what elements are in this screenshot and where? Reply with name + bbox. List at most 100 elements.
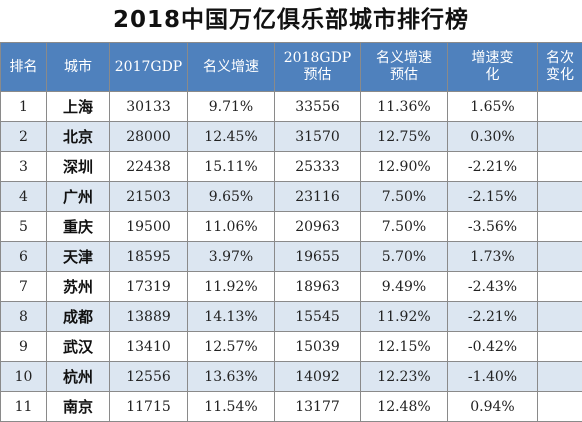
growth-cell: 14.13% — [188, 302, 275, 332]
growth-estimate-cell: 7.50% — [361, 182, 448, 212]
rank-cell: 4 — [1, 182, 47, 212]
growth-estimate-cell: 12.75% — [361, 122, 448, 152]
gdp-2018-estimate-cell: 13177 — [275, 392, 361, 422]
city-cell: 上海 — [47, 92, 110, 122]
growth-change-cell: 1.65% — [448, 92, 538, 122]
growth-estimate-cell: 12.90% — [361, 152, 448, 182]
rank-change-cell — [538, 332, 582, 362]
rank-change-cell — [538, 122, 582, 152]
gdp-2017-cell: 22438 — [110, 152, 188, 182]
gdp-2018-estimate-cell: 18963 — [275, 272, 361, 302]
rank-change-cell — [538, 182, 582, 212]
rank-change-cell — [538, 392, 582, 422]
growth-estimate-cell: 12.23% — [361, 362, 448, 392]
gdp-2017-cell: 17319 — [110, 272, 188, 302]
growth-cell: 11.54% — [188, 392, 275, 422]
header-gdp-2017: 2017GDP — [110, 43, 188, 92]
gdp-2017-cell: 13410 — [110, 332, 188, 362]
gdp-2018-estimate-cell: 25333 — [275, 152, 361, 182]
growth-change-cell: 0.94% — [448, 392, 538, 422]
gdp-2018-estimate-cell: 15039 — [275, 332, 361, 362]
gdp-2018-estimate-cell: 31570 — [275, 122, 361, 152]
growth-cell: 13.63% — [188, 362, 275, 392]
growth-change-cell: -2.21% — [448, 302, 538, 332]
city-cell: 武汉 — [47, 332, 110, 362]
rank-cell: 10 — [1, 362, 47, 392]
gdp-2017-cell: 30133 — [110, 92, 188, 122]
growth-change-cell: 0.30% — [448, 122, 538, 152]
gdp-2018-estimate-cell: 20963 — [275, 212, 361, 242]
city-cell: 天津 — [47, 242, 110, 272]
city-cell: 北京 — [47, 122, 110, 152]
rank-cell: 3 — [1, 152, 47, 182]
gdp-2018-estimate-cell: 33556 — [275, 92, 361, 122]
gdp-2018-estimate-cell: 15545 — [275, 302, 361, 332]
rank-cell: 11 — [1, 392, 47, 422]
growth-cell: 12.57% — [188, 332, 275, 362]
city-cell: 苏州 — [47, 272, 110, 302]
rank-change-cell — [538, 242, 582, 272]
gdp-2017-cell: 28000 — [110, 122, 188, 152]
growth-estimate-cell: 9.49% — [361, 272, 448, 302]
rank-change-cell — [538, 212, 582, 242]
gdp-2018-estimate-cell: 19655 — [275, 242, 361, 272]
rank-change-cell — [538, 362, 582, 392]
header-rank-change: 名次变化 — [538, 43, 582, 92]
city-cell: 南京 — [47, 392, 110, 422]
header-growth-change: 增速变化 — [448, 43, 538, 92]
gdp-2017-cell: 19500 — [110, 212, 188, 242]
gdp-2017-cell: 13889 — [110, 302, 188, 332]
header-city: 城市 — [47, 43, 110, 92]
rank-cell: 1 — [1, 92, 47, 122]
rank-cell: 5 — [1, 212, 47, 242]
growth-cell: 3.97% — [188, 242, 275, 272]
header-rank: 排名 — [1, 43, 47, 92]
city-cell: 深圳 — [47, 152, 110, 182]
growth-change-cell: -0.42% — [448, 332, 538, 362]
rank-cell: 9 — [1, 332, 47, 362]
growth-cell: 15.11% — [188, 152, 275, 182]
gdp-2017-cell: 21503 — [110, 182, 188, 212]
growth-estimate-cell: 11.92% — [361, 302, 448, 332]
growth-cell: 11.06% — [188, 212, 275, 242]
rank-change-cell — [538, 302, 582, 332]
growth-estimate-cell: 12.48% — [361, 392, 448, 422]
gdp-2018-estimate-cell: 14092 — [275, 362, 361, 392]
header-growth-estimate: 名义增速预估 — [361, 43, 448, 92]
page-title: 2018中国万亿俱乐部城市排行榜 — [0, 0, 582, 42]
growth-change-cell: -2.21% — [448, 152, 538, 182]
growth-cell: 9.65% — [188, 182, 275, 212]
growth-estimate-cell: 7.50% — [361, 212, 448, 242]
growth-estimate-cell: 5.70% — [361, 242, 448, 272]
rank-cell: 6 — [1, 242, 47, 272]
growth-change-cell: -2.43% — [448, 272, 538, 302]
growth-change-cell: 1.73% — [448, 242, 538, 272]
growth-cell: 12.45% — [188, 122, 275, 152]
gdp-2017-cell: 12556 — [110, 362, 188, 392]
rank-cell: 8 — [1, 302, 47, 332]
header-growth: 名义增速 — [188, 43, 275, 92]
rank-change-cell — [538, 92, 582, 122]
rank-change-cell — [538, 152, 582, 182]
growth-cell: 11.92% — [188, 272, 275, 302]
growth-change-cell: -3.56% — [448, 212, 538, 242]
gdp-2017-cell: 18595 — [110, 242, 188, 272]
growth-estimate-cell: 11.36% — [361, 92, 448, 122]
gdp-2018-estimate-cell: 23116 — [275, 182, 361, 212]
rank-cell: 2 — [1, 122, 47, 152]
growth-change-cell: -1.40% — [448, 362, 538, 392]
